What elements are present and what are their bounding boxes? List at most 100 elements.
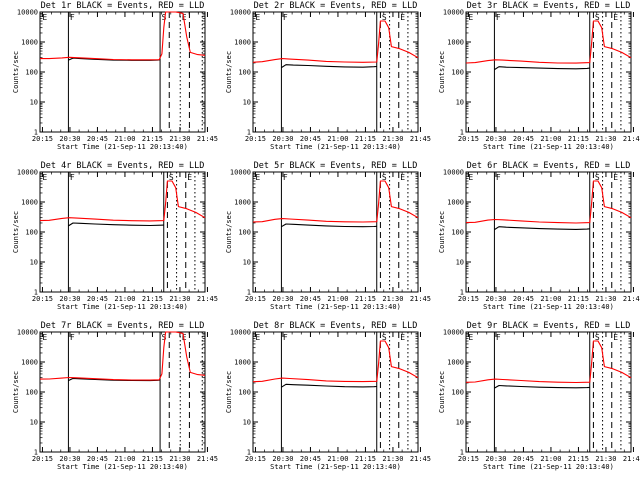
x-tick-label: 21:30 (595, 295, 616, 303)
detector-panel: Det 7r BLACK = Events, RED = LLD 1 10 100 10… (12, 321, 218, 471)
x-tick-label: 21:15 (355, 455, 376, 463)
time-marker-label: S (169, 173, 174, 182)
x-tick-label: 21:15 (568, 455, 589, 463)
x-tick-label: 21:30 (169, 455, 190, 463)
x-tick-label: 21:15 (355, 135, 376, 143)
y-tick-label: 100 (238, 389, 251, 397)
y-axis-label: Counts/sec (225, 211, 233, 253)
x-tick-label: 20:15 (32, 455, 53, 463)
x-tick-label: 21:00 (114, 135, 135, 143)
x-tick-label: 20:15 (32, 135, 53, 143)
time-marker-label: E (255, 173, 260, 182)
y-tick-label: 10000 (230, 9, 251, 17)
x-tick-label: 20:45 (300, 295, 321, 303)
lld-series-line (465, 20, 632, 64)
y-tick-label: 10000 (443, 9, 464, 17)
x-tick-label: 20:15 (245, 295, 266, 303)
y-axis-label: Counts/sec (438, 51, 446, 93)
time-marker-label: S (382, 13, 387, 22)
x-tick-label: 21:45 (623, 135, 640, 143)
x-axis-label: Start Time (21-Sep-11 20:13:40) (57, 303, 188, 311)
panel-title: Det 1r BLACK = Events, RED = LLD (41, 1, 205, 11)
time-marker-label: E (613, 173, 618, 182)
events-series-line (494, 384, 590, 389)
x-axis-label: Start Time (21-Sep-11 20:13:40) (483, 143, 614, 151)
y-tick-label: 10 (456, 419, 464, 427)
x-tick-label: 20:15 (458, 455, 479, 463)
time-marker-label: E (255, 13, 260, 22)
events-series-line (281, 223, 377, 228)
x-tick-label: 20:30 (59, 295, 80, 303)
y-tick-label: 10 (243, 259, 251, 267)
y-tick-label: 1000 (234, 39, 251, 47)
events-series-line (494, 226, 590, 231)
y-axis-label: Counts/sec (225, 371, 233, 413)
x-tick-label: 21:45 (197, 135, 218, 143)
lld-series-line (252, 340, 419, 383)
time-marker-label: S (595, 333, 600, 342)
detector-panel: Det 2r BLACK = Events, RED = LLD 1 10 100 10… (225, 1, 431, 151)
time-marker-label: E (468, 333, 473, 342)
y-tick-label: 100 (25, 229, 38, 237)
plot-frame (252, 11, 419, 133)
detector-panel: Det 9r BLACK = Events, RED = LLD 1 10 100 10… (438, 321, 640, 471)
x-tick-label: 21:45 (197, 455, 218, 463)
plot-frame (465, 171, 632, 293)
y-tick-label: 1000 (21, 359, 38, 367)
lld-series-line (39, 180, 206, 222)
y-tick-label: 1000 (447, 199, 464, 207)
time-marker-label: E (182, 333, 187, 342)
y-tick-label: 1000 (21, 39, 38, 47)
x-tick-label: 20:45 (300, 135, 321, 143)
time-marker-label: F (496, 333, 501, 342)
x-tick-label: 20:30 (272, 455, 293, 463)
x-tick-label: 21:00 (327, 295, 348, 303)
x-tick-label: 21:45 (410, 135, 431, 143)
panel-title: Det 9r BLACK = Events, RED = LLD (467, 321, 631, 331)
x-tick-label: 21:00 (114, 455, 135, 463)
x-tick-label: 21:00 (540, 455, 561, 463)
time-marker-label: F (283, 13, 288, 22)
y-tick-label: 100 (238, 69, 251, 77)
y-tick-label: 1 (247, 129, 251, 137)
time-marker-label: S (382, 333, 387, 342)
time-marker-label: E (613, 13, 618, 22)
y-tick-label: 10 (30, 99, 38, 107)
y-tick-label: 1 (460, 449, 464, 457)
time-marker-label: S (382, 173, 387, 182)
y-tick-label: 100 (25, 389, 38, 397)
time-marker-label: E (182, 13, 187, 22)
x-tick-label: 21:30 (595, 455, 616, 463)
y-tick-label: 10 (243, 99, 251, 107)
detector-panel: Det 8r BLACK = Events, RED = LLD 1 10 100 10… (225, 321, 431, 471)
y-tick-label: 10000 (17, 329, 38, 337)
x-tick-label: 20:30 (59, 455, 80, 463)
x-axis-label: Start Time (21-Sep-11 20:13:40) (57, 143, 188, 151)
y-tick-label: 10000 (230, 169, 251, 177)
x-tick-label: 21:45 (410, 455, 431, 463)
x-tick-label: 21:45 (410, 295, 431, 303)
x-tick-label: 20:45 (513, 455, 534, 463)
lld-series-line (465, 340, 632, 384)
x-axis-label: Start Time (21-Sep-11 20:13:40) (270, 143, 401, 151)
time-marker-label: F (496, 173, 501, 182)
plot-frame (465, 11, 632, 133)
time-marker-label: E (468, 13, 473, 22)
panel-title: Det 3r BLACK = Events, RED = LLD (467, 1, 631, 11)
y-tick-label: 10000 (17, 169, 38, 177)
lld-series-line (252, 180, 419, 223)
time-marker-label: S (595, 173, 600, 182)
lld-series-line (39, 331, 206, 381)
y-axis-label: Counts/sec (12, 371, 20, 413)
panel-title: Det 4r BLACK = Events, RED = LLD (41, 161, 205, 171)
x-tick-label: 20:30 (485, 135, 506, 143)
panel-title: Det 5r BLACK = Events, RED = LLD (254, 161, 418, 171)
time-marker-label: E (468, 173, 473, 182)
x-tick-label: 21:15 (568, 135, 589, 143)
time-marker-label: E (400, 173, 405, 182)
time-marker-label: E (255, 333, 260, 342)
detector-panel: Det 1r BLACK = Events, RED = LLD 1 10 100 10… (12, 1, 218, 151)
x-tick-label: 20:45 (87, 455, 108, 463)
x-tick-label: 21:45 (197, 295, 218, 303)
detector-panel: Det 3r BLACK = Events, RED = LLD 1 10 100 10… (438, 1, 640, 151)
